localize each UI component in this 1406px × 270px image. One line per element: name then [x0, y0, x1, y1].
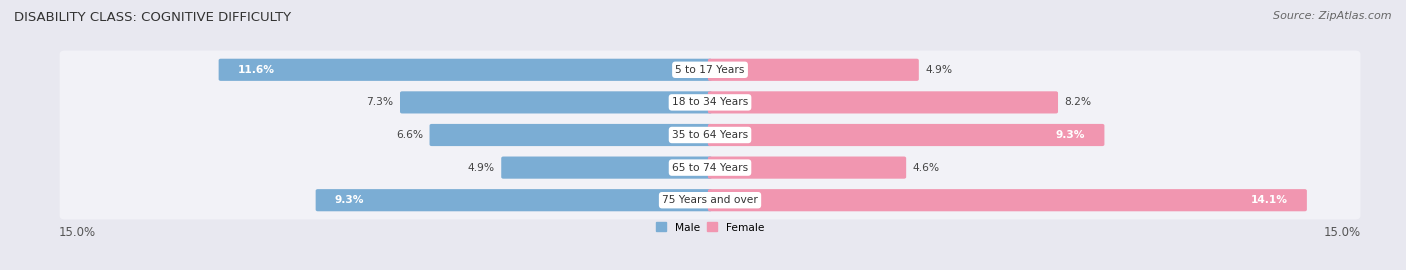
Legend: Male, Female: Male, Female [651, 218, 769, 237]
Text: 65 to 74 Years: 65 to 74 Years [672, 163, 748, 173]
Text: DISABILITY CLASS: COGNITIVE DIFFICULTY: DISABILITY CLASS: COGNITIVE DIFFICULTY [14, 11, 291, 24]
FancyBboxPatch shape [430, 124, 713, 146]
Text: 9.3%: 9.3% [1056, 130, 1085, 140]
Text: 5 to 17 Years: 5 to 17 Years [675, 65, 745, 75]
FancyBboxPatch shape [401, 91, 713, 113]
FancyBboxPatch shape [707, 157, 905, 179]
FancyBboxPatch shape [59, 181, 1361, 220]
Text: 9.3%: 9.3% [335, 195, 364, 205]
Text: 4.6%: 4.6% [912, 163, 939, 173]
Text: 8.2%: 8.2% [1064, 97, 1091, 107]
Text: 6.6%: 6.6% [396, 130, 423, 140]
FancyBboxPatch shape [707, 91, 1057, 113]
FancyBboxPatch shape [707, 124, 1105, 146]
FancyBboxPatch shape [707, 189, 1308, 211]
FancyBboxPatch shape [59, 83, 1361, 122]
Text: Source: ZipAtlas.com: Source: ZipAtlas.com [1274, 11, 1392, 21]
Text: 7.3%: 7.3% [367, 97, 394, 107]
Text: 75 Years and over: 75 Years and over [662, 195, 758, 205]
Text: 18 to 34 Years: 18 to 34 Years [672, 97, 748, 107]
Text: 4.9%: 4.9% [925, 65, 952, 75]
FancyBboxPatch shape [59, 148, 1361, 187]
Text: 14.1%: 14.1% [1251, 195, 1288, 205]
Text: 35 to 64 Years: 35 to 64 Years [672, 130, 748, 140]
FancyBboxPatch shape [59, 116, 1361, 154]
FancyBboxPatch shape [501, 157, 713, 179]
FancyBboxPatch shape [315, 189, 711, 211]
FancyBboxPatch shape [219, 59, 711, 81]
Text: 4.9%: 4.9% [468, 163, 495, 173]
FancyBboxPatch shape [59, 50, 1361, 89]
Text: 11.6%: 11.6% [238, 65, 274, 75]
FancyBboxPatch shape [707, 59, 920, 81]
